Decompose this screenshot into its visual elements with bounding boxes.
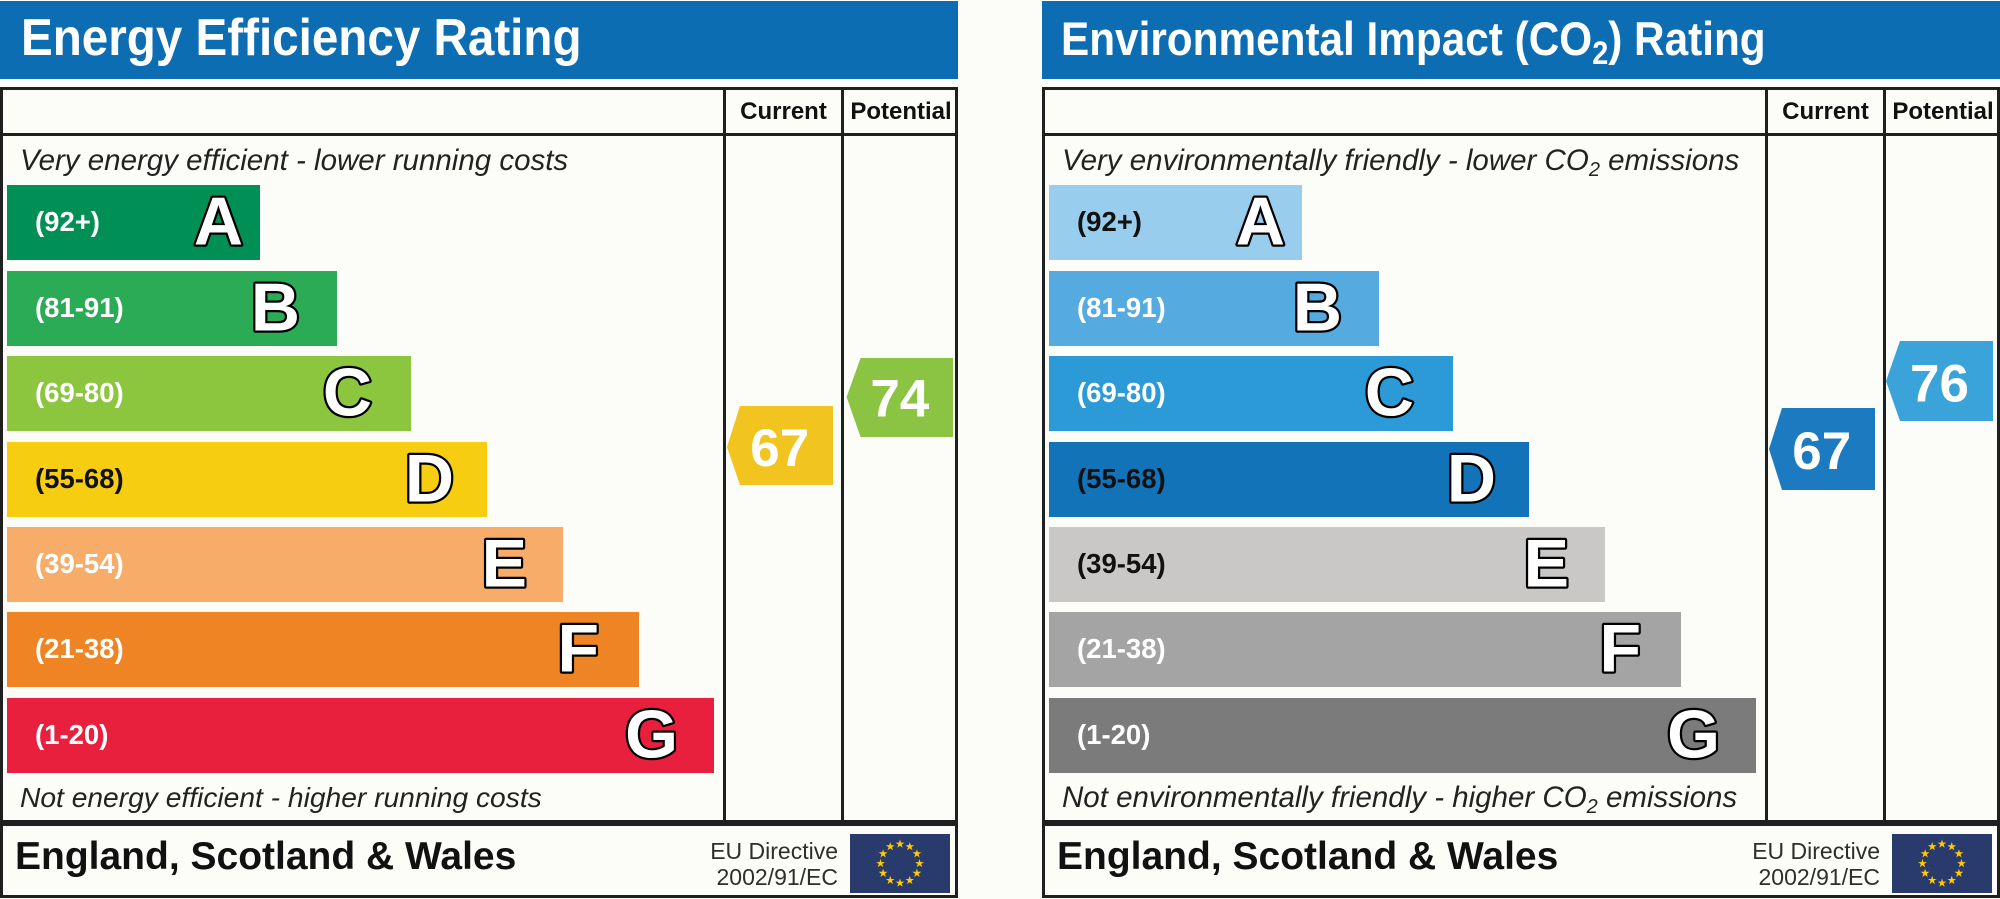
svg-text:E: E [482,527,527,602]
svg-text:67: 67 [750,419,809,478]
svg-text:C: C [1365,356,1414,431]
svg-text:F: F [1599,612,1641,687]
svg-text:G: G [1667,698,1720,773]
svg-text:C: C [323,356,372,431]
svg-text:G: G [625,698,678,773]
svg-text:B: B [251,271,300,346]
svg-text:E: E [1524,527,1569,602]
svg-text:D: D [1447,442,1496,517]
svg-text:A: A [1236,185,1285,260]
svg-text:B: B [1293,271,1342,346]
svg-text:74: 74 [870,370,929,429]
svg-text:76: 76 [1910,355,1969,414]
svg-text:67: 67 [1792,422,1851,481]
svg-text:D: D [405,442,454,517]
svg-text:A: A [194,185,243,260]
svg-text:F: F [557,612,599,687]
